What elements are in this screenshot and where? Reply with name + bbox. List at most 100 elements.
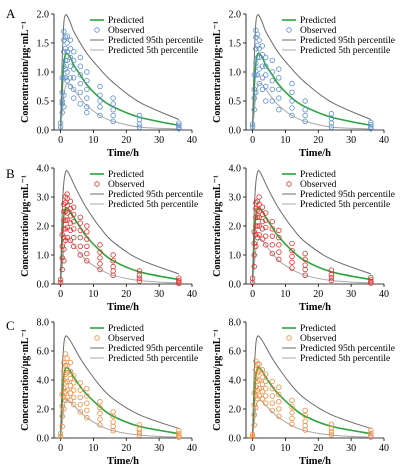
observed-point [77, 387, 83, 393]
observed-points [249, 194, 374, 286]
observed-point [253, 404, 259, 411]
observed-point [136, 432, 143, 438]
observed-point [289, 415, 295, 422]
y-tick-label: 8.0 [229, 318, 242, 329]
series-lines [251, 14, 372, 131]
observed-point [259, 396, 266, 402]
observed-point [254, 370, 261, 376]
observed-point [67, 227, 74, 234]
x-tick-label: 0 [58, 443, 63, 454]
observed-point [289, 421, 295, 427]
y-tick-label: 0.0 [37, 126, 50, 137]
observed-point [328, 274, 335, 281]
axes: 0 10 20 30 40 0.0 2.0 4.0 6.0 8.0 [37, 318, 198, 455]
y-tick-label: 2.0 [229, 405, 242, 416]
observed-point [253, 46, 259, 52]
legend-label: Predicted 95th percentile [300, 190, 395, 200]
observed-point [249, 431, 256, 438]
observed-point [84, 250, 90, 257]
observed-point [61, 208, 67, 215]
observed-point [256, 214, 262, 220]
observed-point [259, 204, 266, 210]
observed-point [289, 240, 295, 247]
observed-point [176, 434, 182, 440]
observed-point [276, 256, 282, 263]
x-tick-label: 10 [88, 443, 98, 454]
observed-point [110, 118, 116, 124]
observed-point [259, 374, 266, 380]
observed-point [249, 124, 256, 130]
observed-point [61, 201, 67, 207]
observed-point [71, 75, 77, 81]
observed-point [71, 401, 77, 408]
observed-point [256, 201, 262, 207]
observed-point [254, 54, 261, 61]
observed-point [176, 428, 182, 434]
observed-point [71, 211, 77, 218]
observed-point [263, 217, 269, 223]
observed-point [289, 409, 295, 416]
observed-point [269, 69, 275, 75]
observed-point [64, 69, 70, 75]
observed-point [328, 429, 335, 435]
x-tick-label: 20 [121, 443, 131, 454]
observed-point [59, 98, 65, 104]
series-predicted-95th-percentile-line [60, 170, 180, 285]
observed-point [269, 77, 275, 84]
observed-point [67, 359, 74, 366]
observed-point [136, 272, 143, 278]
observed-point [276, 86, 282, 93]
observed-point [97, 242, 103, 248]
observed-point [176, 433, 182, 439]
y-axis-label: Concentration/μg·mL⁻¹ [212, 329, 223, 431]
legend-swatch [286, 181, 292, 187]
observed-point [61, 234, 67, 241]
legend-swatch [286, 27, 292, 33]
observed-point [71, 204, 77, 210]
observed-point [97, 92, 103, 98]
observed-point [97, 104, 103, 110]
observed-point [67, 383, 74, 389]
observed-point [67, 63, 74, 69]
observed-point [276, 249, 282, 255]
legend-label: Observed [108, 180, 145, 190]
series-predicted-5th-percentile-line [60, 238, 179, 285]
observed-point [176, 126, 182, 132]
observed-point [77, 214, 83, 220]
observed-point [276, 399, 282, 405]
observed-point [251, 86, 257, 93]
observed-point [259, 226, 266, 232]
observed-point [71, 234, 77, 241]
series-predicted-95th-percentile-line [60, 335, 180, 439]
y-tick-label: 4.0 [37, 376, 50, 387]
observed-point [289, 397, 295, 403]
observed-point [110, 106, 116, 113]
observed-point [61, 359, 67, 366]
observed-point [254, 361, 261, 367]
y-tick-label: 0.0 [229, 434, 242, 445]
observed-point [97, 416, 103, 422]
observed-point [97, 260, 103, 267]
series-predicted-95th-percentile-line [252, 14, 372, 131]
observed-point [251, 95, 257, 101]
observed-point [71, 226, 77, 232]
observed-point [302, 118, 308, 124]
observed-point [84, 223, 90, 229]
legend-label: Observed [300, 334, 337, 344]
x-tick-label: 10 [88, 135, 98, 146]
observed-point [289, 247, 295, 254]
x-tick-label: 0 [58, 289, 63, 300]
observed-point [59, 231, 65, 238]
observed-point [289, 105, 295, 111]
observed-point [59, 403, 65, 409]
observed-point [110, 252, 116, 258]
observed-point [289, 98, 295, 104]
observed-point [289, 265, 295, 271]
observed-point [276, 391, 282, 398]
legend-label: Predicted [108, 170, 144, 180]
observed-point [269, 250, 275, 257]
observed-point [302, 112, 308, 119]
observed-point [77, 252, 83, 258]
observed-point [62, 194, 69, 200]
